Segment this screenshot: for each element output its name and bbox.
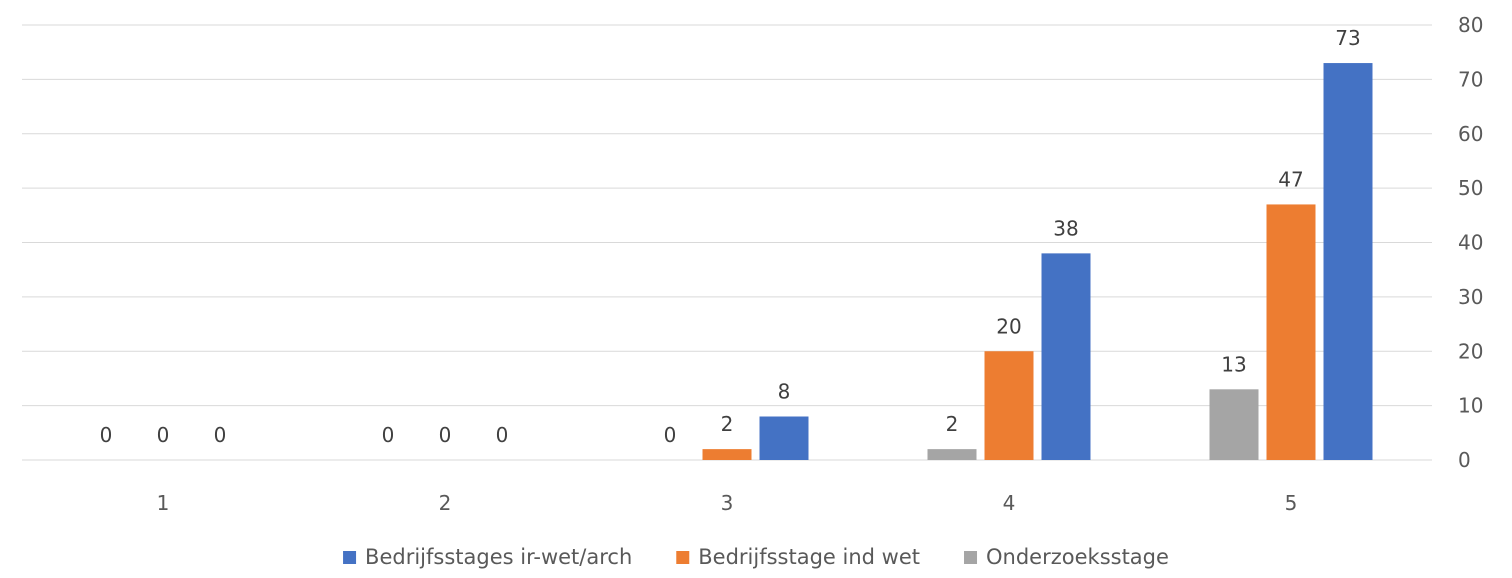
x-tick-label: 4 [1003,491,1016,515]
bar [1041,253,1091,460]
data-label: 0 [100,423,113,447]
y-tick-label: 80 [1458,13,1483,37]
data-label: 2 [946,412,959,436]
data-label: 0 [214,423,227,447]
y-tick-label: 50 [1458,176,1483,200]
data-label: 8 [778,380,791,404]
bar [927,449,977,460]
bar [1266,204,1316,460]
data-label: 0 [382,423,395,447]
y-axis: 0 10 20 30 40 50 60 70 80 [1458,13,1483,472]
data-label: 0 [439,423,452,447]
bar [702,449,752,460]
legend-swatch [964,551,978,564]
bar [984,351,1034,460]
x-tick-label: 5 [1285,491,1298,515]
bar [1209,389,1259,460]
y-tick-label: 70 [1458,67,1483,91]
legend-label: Bedrijfsstages ir-wet/arch [365,545,632,569]
bar [1323,63,1373,460]
data-label: 13 [1221,352,1246,376]
legend-swatch [343,551,357,564]
data-label: 20 [996,314,1021,338]
x-tick-label: 3 [721,491,734,515]
y-tick-label: 20 [1458,339,1483,363]
data-label: 0 [157,423,170,447]
legend-swatch [676,551,690,564]
y-tick-label: 30 [1458,285,1483,309]
bar [759,416,809,460]
legend-item: Onderzoeksstage [964,545,1169,569]
data-label: 73 [1335,26,1360,50]
legend: Bedrijfsstages ir-wet/arch Bedrijfsstage … [343,545,1169,569]
gridlines [22,24,1432,461]
bars [702,63,1373,460]
y-tick-label: 60 [1458,122,1483,146]
data-label: 2 [721,412,734,436]
x-tick-label: 2 [439,491,452,515]
legend-item: Bedrijfsstage ind wet [676,545,920,569]
x-tick-label: 1 [157,491,170,515]
data-labels: 0 0 0 0 0 0 0 2 8 2 20 38 13 47 73 [100,26,1361,447]
legend-label: Onderzoeksstage [986,545,1169,569]
data-label: 0 [664,423,677,447]
y-tick-label: 0 [1458,448,1471,472]
data-label: 38 [1053,216,1078,240]
y-tick-label: 10 [1458,394,1483,418]
y-tick-label: 40 [1458,231,1483,255]
data-label: 47 [1278,167,1303,191]
legend-item: Bedrijfsstages ir-wet/arch [343,545,632,569]
data-label: 0 [496,423,509,447]
x-axis: 1 2 3 4 5 [157,491,1298,515]
legend-label: Bedrijfsstage ind wet [698,545,920,569]
